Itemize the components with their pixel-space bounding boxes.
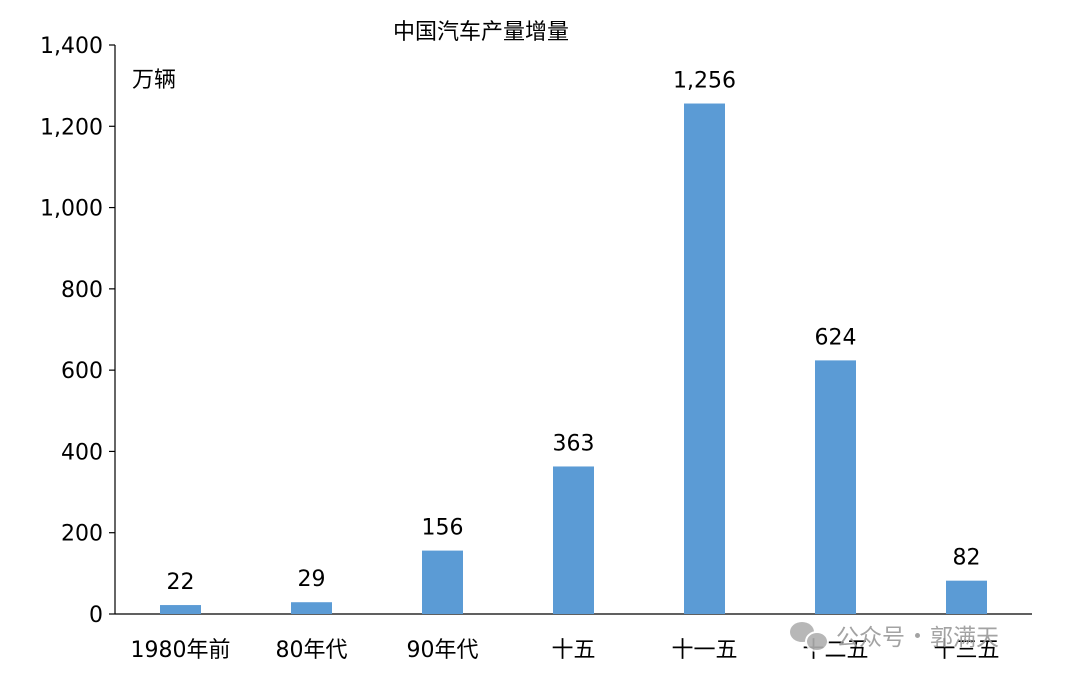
unit-label: 万辆: [132, 68, 177, 93]
y-tick-label: 0: [89, 603, 103, 628]
watermark-separator: [915, 632, 920, 638]
y-tick-label: 800: [61, 278, 103, 303]
x-tick-label: 十一五: [671, 638, 737, 663]
watermark-account-label: 公众号: [836, 625, 905, 651]
data-label: 156: [422, 516, 464, 541]
bar-1: [160, 605, 201, 614]
bar-2: [291, 602, 332, 614]
x-tick-label: 十三五: [933, 638, 999, 663]
watermark-author: 郭满天: [930, 625, 999, 651]
x-tick-label: 十五: [551, 638, 595, 663]
bar-5: [684, 103, 725, 615]
y-tick-label: 1,000: [40, 197, 103, 222]
watermark: 公众号 郭满天: [790, 618, 999, 652]
y-tick-label: 1,200: [40, 115, 103, 140]
bar-7: [946, 580, 987, 614]
wechat-icon: [790, 620, 829, 652]
bar-3: [422, 550, 463, 614]
bar-4: [553, 466, 594, 614]
y-tick-label: 600: [61, 359, 103, 384]
data-label: 624: [815, 325, 857, 350]
x-tick-label: 1980年前: [131, 638, 231, 663]
x-tick-label: 80年代: [276, 638, 348, 663]
chart-title: 中国汽车产量增量: [392, 20, 569, 45]
data-label: 82: [953, 546, 981, 571]
data-label: 1,256: [673, 69, 736, 94]
y-tick-label: 400: [61, 440, 103, 465]
y-tick-label: 200: [61, 522, 103, 547]
x-tick-label: 90年代: [407, 638, 479, 663]
data-label: 363: [553, 431, 595, 456]
y-tick-label: 1,400: [40, 34, 103, 59]
data-label: 29: [298, 567, 326, 592]
data-label: 22: [167, 570, 195, 595]
bar-6: [815, 360, 856, 614]
